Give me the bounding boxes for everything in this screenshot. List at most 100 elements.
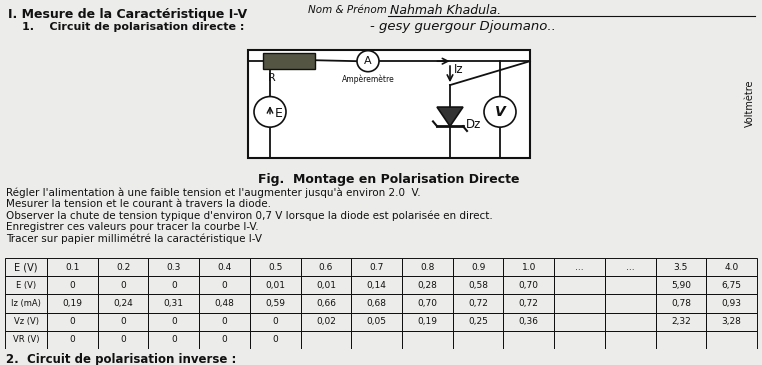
Bar: [300, 258, 351, 276]
Text: Vz (V): Vz (V): [14, 317, 39, 326]
Text: E: E: [275, 107, 283, 120]
Text: 0,36: 0,36: [519, 317, 539, 326]
Bar: [149, 331, 199, 349]
Text: 0,58: 0,58: [468, 281, 488, 290]
Text: 2.  Circuit de polarisation inverse :: 2. Circuit de polarisation inverse :: [6, 353, 236, 365]
Text: 6,75: 6,75: [722, 281, 741, 290]
Bar: [300, 295, 351, 312]
Text: Observer la chute de tension typique d'environ 0,7 V lorsque la diode est polari: Observer la chute de tension typique d'e…: [6, 210, 493, 221]
Bar: [402, 258, 453, 276]
Text: 0.4: 0.4: [217, 263, 232, 272]
Text: ...: ...: [575, 263, 584, 272]
Bar: [250, 312, 300, 331]
Text: Voltmètre: Voltmètre: [745, 80, 755, 127]
Bar: [351, 295, 402, 312]
Text: Mesurer la tension et le courant à travers la diode.: Mesurer la tension et le courant à trave…: [6, 199, 271, 209]
Text: I. Mesure de la Caractéristique I-V: I. Mesure de la Caractéristique I-V: [8, 8, 247, 21]
Text: E (V): E (V): [14, 262, 38, 272]
Bar: [98, 312, 149, 331]
Text: 0: 0: [69, 335, 75, 344]
Text: A: A: [364, 56, 372, 66]
Bar: [5, 331, 47, 349]
Bar: [554, 258, 605, 276]
Text: 0.6: 0.6: [319, 263, 333, 272]
Bar: [453, 312, 504, 331]
Text: 0,31: 0,31: [164, 299, 184, 308]
Text: V: V: [495, 105, 505, 119]
Bar: [706, 258, 757, 276]
Text: 0,24: 0,24: [114, 299, 133, 308]
Circle shape: [357, 51, 379, 72]
Bar: [5, 276, 47, 295]
Text: 0.9: 0.9: [471, 263, 485, 272]
Bar: [263, 53, 315, 69]
Text: 1.    Circuit de polarisation directe :: 1. Circuit de polarisation directe :: [22, 22, 245, 32]
Bar: [199, 258, 250, 276]
Bar: [554, 312, 605, 331]
Text: 0: 0: [69, 281, 75, 290]
Text: Dz: Dz: [466, 118, 482, 131]
Bar: [47, 258, 98, 276]
Text: 0: 0: [171, 335, 177, 344]
Bar: [453, 276, 504, 295]
Text: 0,70: 0,70: [418, 299, 437, 308]
Bar: [351, 331, 402, 349]
Text: Ampèremètre: Ampèremètre: [341, 74, 395, 84]
Text: 0: 0: [171, 317, 177, 326]
Bar: [250, 295, 300, 312]
Text: 0: 0: [222, 335, 227, 344]
Bar: [504, 295, 554, 312]
Text: 0: 0: [120, 281, 126, 290]
Bar: [706, 331, 757, 349]
Bar: [199, 295, 250, 312]
Bar: [605, 258, 655, 276]
Bar: [149, 295, 199, 312]
Text: 0: 0: [272, 317, 278, 326]
Bar: [199, 331, 250, 349]
Bar: [554, 276, 605, 295]
Bar: [706, 295, 757, 312]
Bar: [402, 312, 453, 331]
Bar: [706, 276, 757, 295]
Text: 0,14: 0,14: [367, 281, 386, 290]
Circle shape: [484, 97, 516, 127]
Bar: [98, 331, 149, 349]
Text: Régler l'alimentation à une faible tension et l'augmenter jusqu'à environ 2.0  V: Régler l'alimentation à une faible tensi…: [6, 187, 421, 198]
Text: - gesy guergour Djoumano..: - gesy guergour Djoumano..: [370, 20, 555, 33]
Bar: [605, 331, 655, 349]
Bar: [5, 295, 47, 312]
Bar: [47, 295, 98, 312]
Text: 0.2: 0.2: [116, 263, 130, 272]
Bar: [248, 50, 530, 158]
Text: 0,93: 0,93: [722, 299, 741, 308]
Text: 0: 0: [69, 317, 75, 326]
Text: Enregistrer ces valeurs pour tracer la courbe I-V.: Enregistrer ces valeurs pour tracer la c…: [6, 222, 258, 232]
Bar: [300, 331, 351, 349]
Bar: [47, 312, 98, 331]
Bar: [402, 331, 453, 349]
Bar: [149, 276, 199, 295]
Text: 0,66: 0,66: [316, 299, 336, 308]
Bar: [300, 312, 351, 331]
Text: 0: 0: [222, 317, 227, 326]
Bar: [47, 331, 98, 349]
Bar: [655, 331, 706, 349]
Text: 0: 0: [120, 317, 126, 326]
Text: 3,28: 3,28: [722, 317, 741, 326]
Text: 0,02: 0,02: [316, 317, 336, 326]
Text: Fig.  Montage en Polarisation Directe: Fig. Montage en Polarisation Directe: [258, 173, 520, 186]
Text: 1.0: 1.0: [522, 263, 536, 272]
Text: R: R: [268, 73, 276, 82]
Text: 0.7: 0.7: [370, 263, 384, 272]
Bar: [47, 276, 98, 295]
Bar: [300, 276, 351, 295]
Text: 5,90: 5,90: [671, 281, 691, 290]
Text: 0.5: 0.5: [268, 263, 283, 272]
Text: 0,48: 0,48: [215, 299, 235, 308]
Bar: [402, 276, 453, 295]
Bar: [98, 258, 149, 276]
Text: 0,59: 0,59: [265, 299, 285, 308]
Bar: [5, 312, 47, 331]
Bar: [351, 276, 402, 295]
Text: 0,28: 0,28: [418, 281, 437, 290]
